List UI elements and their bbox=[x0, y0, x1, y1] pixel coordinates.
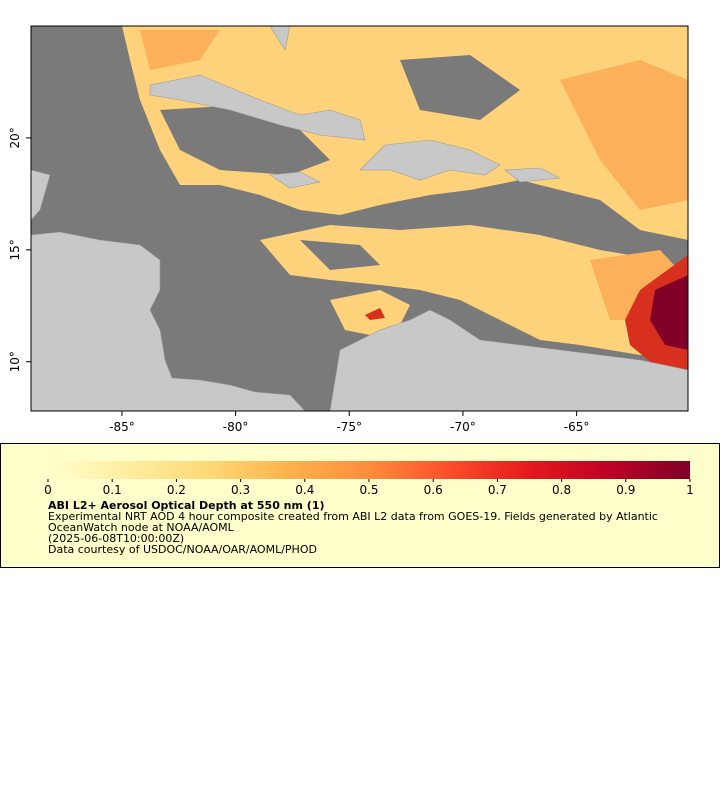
land bbox=[30, 25, 689, 412]
caption-time: (2025-06-08T10:00:00Z) bbox=[48, 532, 185, 545]
caption-description: Experimental NRT AOD 4 hour composite cr… bbox=[48, 510, 658, 534]
colorbar-tick-label: 0.5 bbox=[359, 483, 378, 497]
caption-credit: Data courtesy of USDOC/NOAA/OAR/AOML/PHO… bbox=[48, 543, 317, 556]
colorbar-tick-label: 0.1 bbox=[103, 483, 122, 497]
colorbar-tick-label: 0.9 bbox=[616, 483, 635, 497]
colorbar-tick-label: 1 bbox=[686, 483, 694, 497]
colorbar-tick-label: 0.4 bbox=[295, 483, 314, 497]
colorbar-tick-label: 0.2 bbox=[167, 483, 186, 497]
x-tick-label: -75° bbox=[336, 420, 362, 434]
aerosol-very-high bbox=[650, 275, 688, 350]
map: -85° -80° -75° -70° -65° 10° 15° 20° bbox=[8, 25, 689, 434]
x-tick-label: -65° bbox=[564, 420, 590, 434]
x-tick-label: -70° bbox=[450, 420, 476, 434]
map-frame bbox=[30, 25, 689, 412]
colorbar-tick-label: 0.7 bbox=[488, 483, 507, 497]
colorbar: 0 0.1 0.2 0.3 0.4 0.5 0.6 0.7 0.8 0.9 1 bbox=[44, 461, 694, 497]
colorbar-tick-label: 0.3 bbox=[231, 483, 250, 497]
colorbar-scale bbox=[48, 461, 690, 479]
y-tick-label: 20° bbox=[8, 127, 22, 148]
x-tick-label: -80° bbox=[223, 420, 249, 434]
colorbar-tick-label: 0.8 bbox=[552, 483, 571, 497]
y-tick-label: 10° bbox=[8, 351, 22, 372]
caption-title: ABI L2+ Aerosol Optical Depth at 550 nm … bbox=[48, 499, 325, 512]
aerosol-high bbox=[365, 308, 385, 320]
caption: ABI L2+ Aerosol Optical Depth at 550 nm … bbox=[48, 500, 688, 555]
legend-panel: 0 0.1 0.2 0.3 0.4 0.5 0.6 0.7 0.8 0.9 1 ABI L2+ Ae… bbox=[0, 443, 720, 568]
colorbar-tick-label: 0.6 bbox=[424, 483, 443, 497]
x-tick-label: -85° bbox=[109, 420, 135, 434]
clear-areas bbox=[160, 55, 520, 270]
y-tick-label: 15° bbox=[8, 239, 22, 260]
colorbar-tick-label: 0 bbox=[44, 483, 52, 497]
